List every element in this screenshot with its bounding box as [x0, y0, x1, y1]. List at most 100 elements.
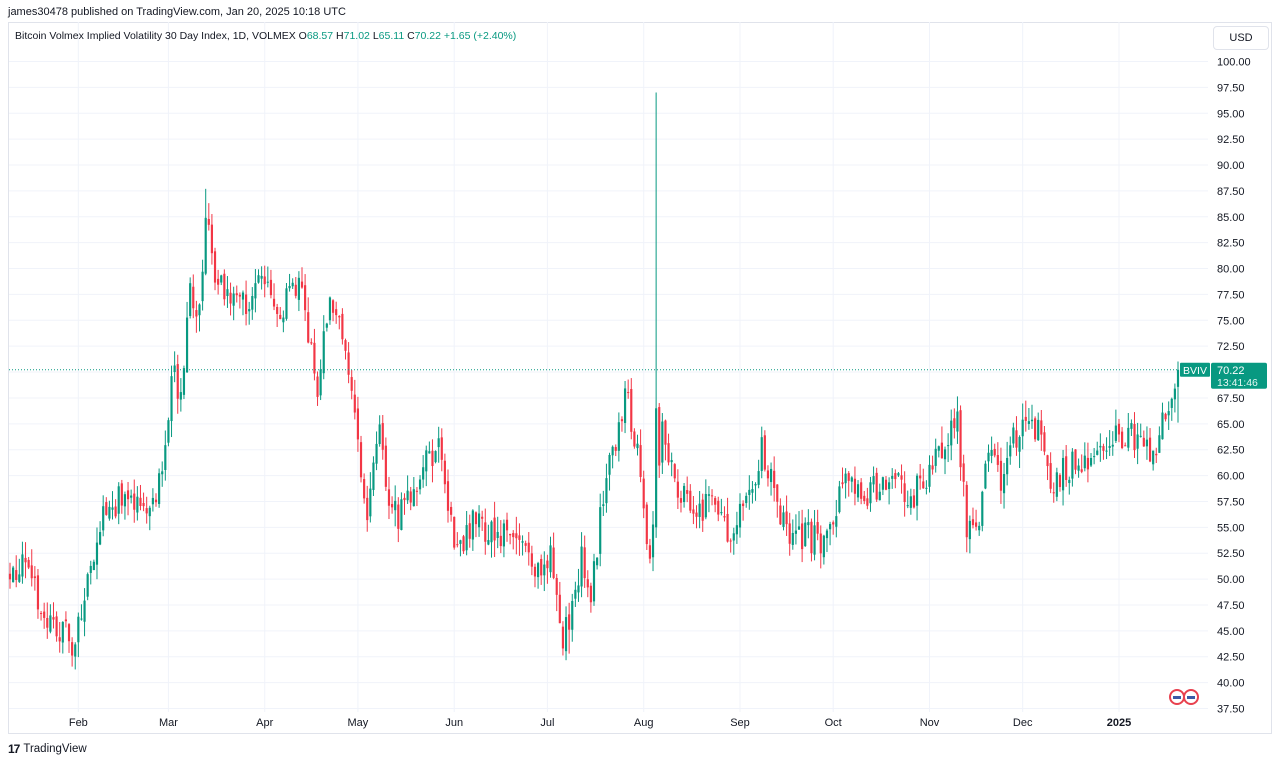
candle-body [577, 585, 580, 593]
symbol-legend[interactable]: Bitcoin Volmex Implied Volatility 30 Day… [15, 30, 516, 42]
candle-body [310, 342, 313, 344]
candle-body [698, 503, 701, 517]
candles [8, 92, 1180, 670]
us-flag-icon-2[interactable] [1183, 689, 1199, 705]
candle-body [953, 418, 956, 429]
candle-body [316, 376, 319, 397]
candle-body [33, 576, 36, 579]
y-tick-label: 77.50 [1217, 289, 1245, 301]
candle-body [552, 547, 555, 578]
candle-body [614, 447, 617, 451]
candle-body [244, 294, 248, 314]
x-tick-label: 2025 [1107, 717, 1131, 729]
candle-body [276, 306, 279, 314]
candle-body [1015, 430, 1018, 448]
candle-body [151, 497, 154, 505]
candle-body [313, 342, 316, 374]
candle-body [372, 462, 375, 490]
candle-body [111, 507, 114, 510]
candle-body [959, 410, 962, 468]
candle-body [80, 618, 83, 620]
candle-body [95, 542, 99, 565]
candle-body [748, 489, 751, 496]
candle-body [1158, 435, 1161, 453]
candle-body [1058, 474, 1062, 488]
candle-body [335, 309, 338, 316]
candle-body [409, 491, 412, 503]
candle-body [105, 502, 108, 515]
y-tick-label: 67.50 [1217, 393, 1245, 405]
candle-body [919, 475, 922, 479]
candle-body [586, 579, 589, 588]
candle-body [1136, 434, 1139, 449]
candle-body [39, 613, 43, 615]
currency-button[interactable]: USD [1213, 26, 1269, 50]
candle-body [788, 523, 791, 544]
candle-body [965, 484, 968, 538]
candle-body [521, 541, 524, 543]
candle-body [15, 570, 18, 580]
candle-body [866, 498, 869, 506]
candle-body [686, 490, 689, 494]
candle-body [322, 331, 325, 374]
x-tick-label: Dec [1013, 717, 1033, 729]
candle-body [561, 626, 565, 649]
y-tick-label: 60.00 [1217, 471, 1245, 483]
candle-body [1086, 457, 1090, 470]
candle-body [158, 473, 161, 504]
candle-body [999, 460, 1003, 491]
candle-body [981, 491, 984, 526]
legend-low: 65.11 [378, 30, 405, 42]
candle-body [596, 557, 599, 566]
candle-body [1043, 432, 1046, 452]
candle-body [509, 533, 512, 536]
candle-body [1021, 419, 1024, 437]
candle-body [1117, 423, 1121, 435]
candle-body [1155, 453, 1158, 456]
footer-brand[interactable]: 17 TradingView [8, 742, 87, 756]
candle-body [207, 218, 210, 225]
candle-body [1065, 456, 1068, 481]
candle-body [164, 445, 167, 470]
candle-body [707, 494, 711, 496]
candle-body [1074, 449, 1077, 470]
candle-body [232, 293, 235, 306]
candle-body [27, 559, 30, 568]
candle-body [254, 283, 257, 299]
candle-body [1024, 416, 1027, 421]
chart-frame [8, 22, 1272, 734]
candle-body [1009, 445, 1012, 457]
candle-body [446, 481, 450, 511]
legend-change: +1.65 (+2.40%) [443, 30, 517, 42]
candle-body [1173, 388, 1176, 400]
candle-body [978, 525, 981, 531]
candle-body [502, 523, 506, 547]
candle-body [213, 251, 217, 283]
candle-body [179, 392, 182, 400]
candle-body [536, 563, 540, 578]
candle-body [990, 449, 993, 456]
candle-body [369, 488, 372, 517]
candle-body [791, 532, 794, 545]
candle-body [558, 594, 561, 624]
candle-body [484, 522, 487, 542]
candle-body [46, 618, 49, 628]
candle-body [670, 460, 673, 463]
candle-body [291, 282, 294, 287]
y-tick-label: 65.00 [1217, 419, 1245, 431]
candle-body [527, 542, 530, 553]
candle-body [512, 533, 515, 538]
candle-body [248, 309, 251, 312]
candle-body [605, 478, 608, 504]
candle-body [543, 564, 546, 576]
candle-body [1027, 421, 1030, 424]
grid [9, 22, 1208, 712]
candle-body [897, 473, 900, 476]
candle-body [1034, 418, 1037, 440]
candle-body [462, 536, 465, 552]
candle-body [627, 392, 630, 394]
candle-body [142, 502, 145, 507]
candle-body [238, 294, 241, 297]
candle-body [61, 621, 64, 643]
